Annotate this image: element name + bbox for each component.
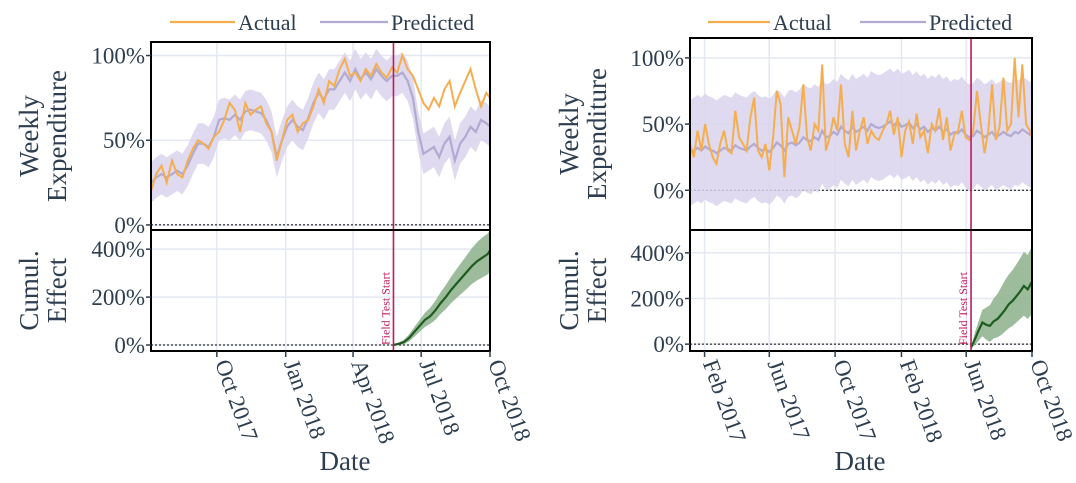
bottom-y-tick-label: 0% [114,333,145,358]
bottom-y-axis-label-line1: Cumul. [14,250,44,330]
top-y-axis-label-line2: Expenditure [582,68,612,200]
x-tick-label: Oct 2017 [210,356,263,444]
field-test-start-label: Field Test Start [956,271,970,345]
bottom-y-tick-label: 400% [91,237,145,262]
chart-panel-right: Field Test Start 0% 50% 100% 0% 200% 400% Feb 2… [554,10,1076,476]
x-tick-label: Jun 2018 [959,356,1011,443]
top-y-tick-label: 50% [103,128,145,153]
top-y-tick-label: 100% [91,44,145,69]
x-tick-label: Jul 2018 [414,356,464,438]
actual-series-line [690,57,1032,178]
x-tick-label: Apr 2018 [346,356,399,447]
plot-area [690,57,1032,349]
legend-label-actual: Actual [773,10,832,35]
bottom-y-axis-label-line2: Effect [42,257,72,323]
legend-label-predicted: Predicted [391,10,474,35]
legend-label-actual: Actual [238,10,297,35]
plot-area [151,48,490,347]
top-y-tick-label: 100% [630,46,684,71]
cumulative-effect-line [393,249,490,347]
cumulative-effect-band [393,230,490,345]
bottom-panel-frame [150,229,491,352]
bottom-y-axis-label-line2: Effect [582,257,612,323]
cumulative-effect-line [970,279,1032,349]
top-y-tick-label: 0% [114,213,145,238]
top-y-axis-label-line2: Expenditure [42,70,72,202]
x-tick-label: Jan 2018 [279,356,331,442]
x-axis-label: Date [835,446,886,476]
predicted-interval-band [151,48,490,203]
cumulative-effect-band [971,247,1032,348]
x-tick-label: Jun 2017 [763,356,815,443]
x-tick-label: Oct 2017 [828,356,881,444]
x-axis-label: Date [320,446,371,476]
bottom-y-tick-label: 400% [630,241,684,266]
actual-series-line [151,52,490,192]
top-y-axis-label-line1: Weekly [14,95,44,177]
bottom-y-axis-label-line1: Cumul. [554,250,584,330]
bottom-y-tick-label: 0% [653,332,684,357]
bottom-panel-frame [689,229,1033,352]
chart-panel-left: Field Test Start 0% 50% 100% 0% 200% 400% Oct 2… [14,10,536,476]
x-tick-label: Oct 2018 [1025,356,1076,444]
predicted-interval-band [690,68,1032,207]
field-test-start-label: Field Test Start [378,271,392,345]
top-y-axis-label-line1: Weekly [554,93,584,175]
x-tick-label: Oct 2018 [483,356,536,444]
bottom-y-tick-label: 200% [91,285,145,310]
legend-label-predicted: Predicted [929,10,1012,35]
x-tick-label: Feb 2018 [895,356,948,446]
top-y-tick-label: 0% [653,178,684,203]
top-y-tick-label: 50% [642,112,684,137]
bottom-y-tick-label: 200% [630,286,684,311]
x-tick-label: Feb 2017 [698,356,751,446]
